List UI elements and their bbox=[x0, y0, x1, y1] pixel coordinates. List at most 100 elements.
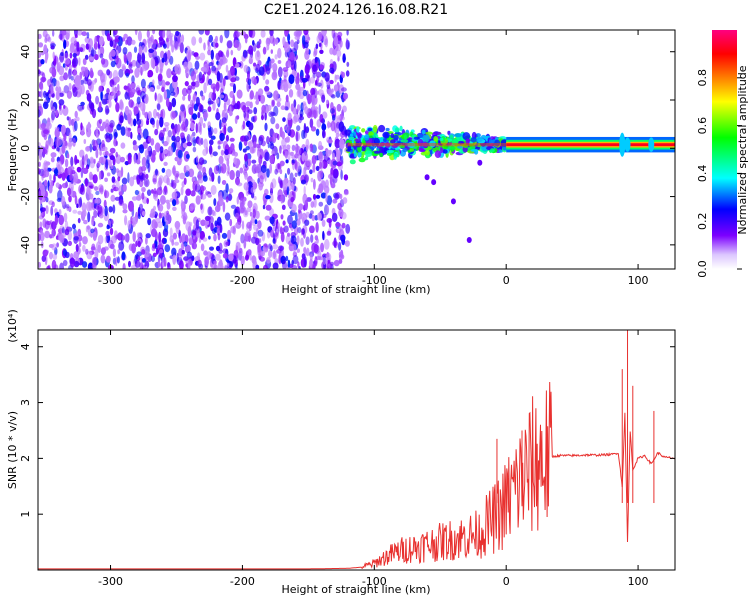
noise-blob bbox=[198, 37, 203, 44]
noise-blob bbox=[147, 111, 152, 120]
transition-blob bbox=[422, 134, 430, 142]
noise-blob bbox=[291, 244, 297, 252]
transition-blob bbox=[433, 136, 439, 142]
noise-blob bbox=[146, 30, 150, 38]
noise-blob bbox=[322, 129, 325, 139]
noise-blob bbox=[312, 193, 317, 200]
x-tick-label: 100 bbox=[628, 575, 649, 588]
noise-blob bbox=[247, 200, 253, 208]
noise-blob bbox=[143, 63, 148, 72]
noise-blob bbox=[146, 120, 149, 125]
noise-blob bbox=[215, 52, 220, 61]
noise-blob bbox=[166, 202, 171, 210]
noise-blob bbox=[118, 199, 124, 207]
noise-blob bbox=[156, 103, 161, 111]
transition-blob bbox=[344, 129, 352, 136]
transition-blob bbox=[382, 131, 390, 139]
noise-blob bbox=[216, 216, 222, 226]
noise-blob bbox=[108, 239, 114, 249]
noise-blob bbox=[120, 126, 126, 136]
noise-blob bbox=[82, 244, 86, 252]
noise-blob bbox=[134, 30, 138, 36]
noise-blob bbox=[55, 90, 60, 101]
noise-blob bbox=[325, 252, 332, 262]
snr-frame bbox=[37, 329, 676, 571]
noise-blob bbox=[161, 57, 165, 63]
noise-blob bbox=[268, 60, 273, 69]
noise-blob bbox=[331, 212, 338, 222]
noise-blob bbox=[187, 51, 191, 61]
colorbar-tick-label: 0.8 bbox=[696, 69, 709, 87]
noise-blob bbox=[136, 194, 142, 201]
noise-blob bbox=[337, 56, 340, 62]
noise-blob bbox=[136, 96, 141, 105]
noise-blob bbox=[113, 128, 118, 140]
noise-blob bbox=[196, 179, 200, 187]
noise-blob bbox=[95, 95, 100, 105]
noise-blob bbox=[63, 39, 67, 49]
noise-blob bbox=[66, 116, 70, 121]
noise-blob bbox=[134, 189, 139, 196]
noise-blob bbox=[148, 48, 155, 54]
noise-blob bbox=[109, 227, 114, 236]
noise-blob bbox=[197, 252, 201, 261]
noise-blob bbox=[208, 126, 214, 136]
noise-blob bbox=[208, 235, 211, 240]
noise-blob bbox=[253, 107, 258, 115]
noise-blob bbox=[157, 258, 161, 268]
noise-blob bbox=[145, 266, 148, 269]
transition-blob bbox=[367, 127, 373, 132]
noise-blob bbox=[137, 127, 143, 133]
y-tick-label: 3 bbox=[19, 399, 32, 406]
noise-blob bbox=[310, 201, 315, 208]
noise-blob bbox=[277, 47, 282, 59]
noise-blob bbox=[154, 221, 158, 229]
noise-blob bbox=[147, 69, 154, 78]
noise-blob bbox=[176, 140, 181, 149]
noise-blob bbox=[152, 178, 157, 183]
noise-blob bbox=[271, 99, 276, 107]
noise-blob bbox=[175, 135, 181, 143]
noise-blob bbox=[154, 142, 161, 153]
noise-blob bbox=[39, 221, 43, 229]
noise-blob bbox=[204, 215, 211, 221]
noise-blob bbox=[53, 109, 59, 116]
noise-blob bbox=[298, 203, 304, 211]
noise-blob bbox=[186, 133, 191, 143]
noise-blob bbox=[58, 214, 65, 226]
noise-blob bbox=[318, 104, 321, 115]
noise-blob bbox=[115, 102, 120, 113]
noise-blob bbox=[86, 225, 90, 230]
noise-blob bbox=[346, 30, 349, 36]
noise-blob bbox=[88, 38, 93, 49]
noise-blob bbox=[327, 120, 330, 129]
noise-blob bbox=[142, 59, 146, 65]
noise-blob bbox=[198, 157, 205, 166]
noise-blob bbox=[212, 86, 216, 94]
noise-blob bbox=[166, 213, 171, 224]
noise-blob bbox=[158, 212, 162, 219]
noise-blob bbox=[262, 46, 267, 55]
noise-blob bbox=[343, 191, 349, 196]
noise-blob bbox=[232, 94, 236, 106]
transition-blob bbox=[349, 149, 354, 153]
noise-blob bbox=[158, 231, 162, 243]
noise-blob bbox=[131, 39, 136, 45]
noise-blob bbox=[313, 243, 319, 254]
noise-blob bbox=[146, 197, 149, 205]
noise-blob bbox=[119, 156, 125, 163]
noise-blob bbox=[160, 195, 166, 205]
noise-blob bbox=[282, 179, 288, 191]
transition-blob bbox=[364, 156, 369, 161]
noise-blob bbox=[314, 155, 318, 162]
noise-blob bbox=[202, 175, 208, 182]
y-tick-label: 0 bbox=[19, 145, 32, 152]
noise-blob bbox=[341, 71, 346, 79]
x-tick-label: -200 bbox=[230, 575, 255, 588]
noise-blob bbox=[192, 146, 197, 153]
noise-blob bbox=[249, 54, 254, 63]
noise-blob bbox=[211, 209, 215, 216]
noise-blob bbox=[70, 186, 74, 198]
noise-blob bbox=[115, 151, 118, 158]
transition-blob bbox=[368, 131, 374, 136]
